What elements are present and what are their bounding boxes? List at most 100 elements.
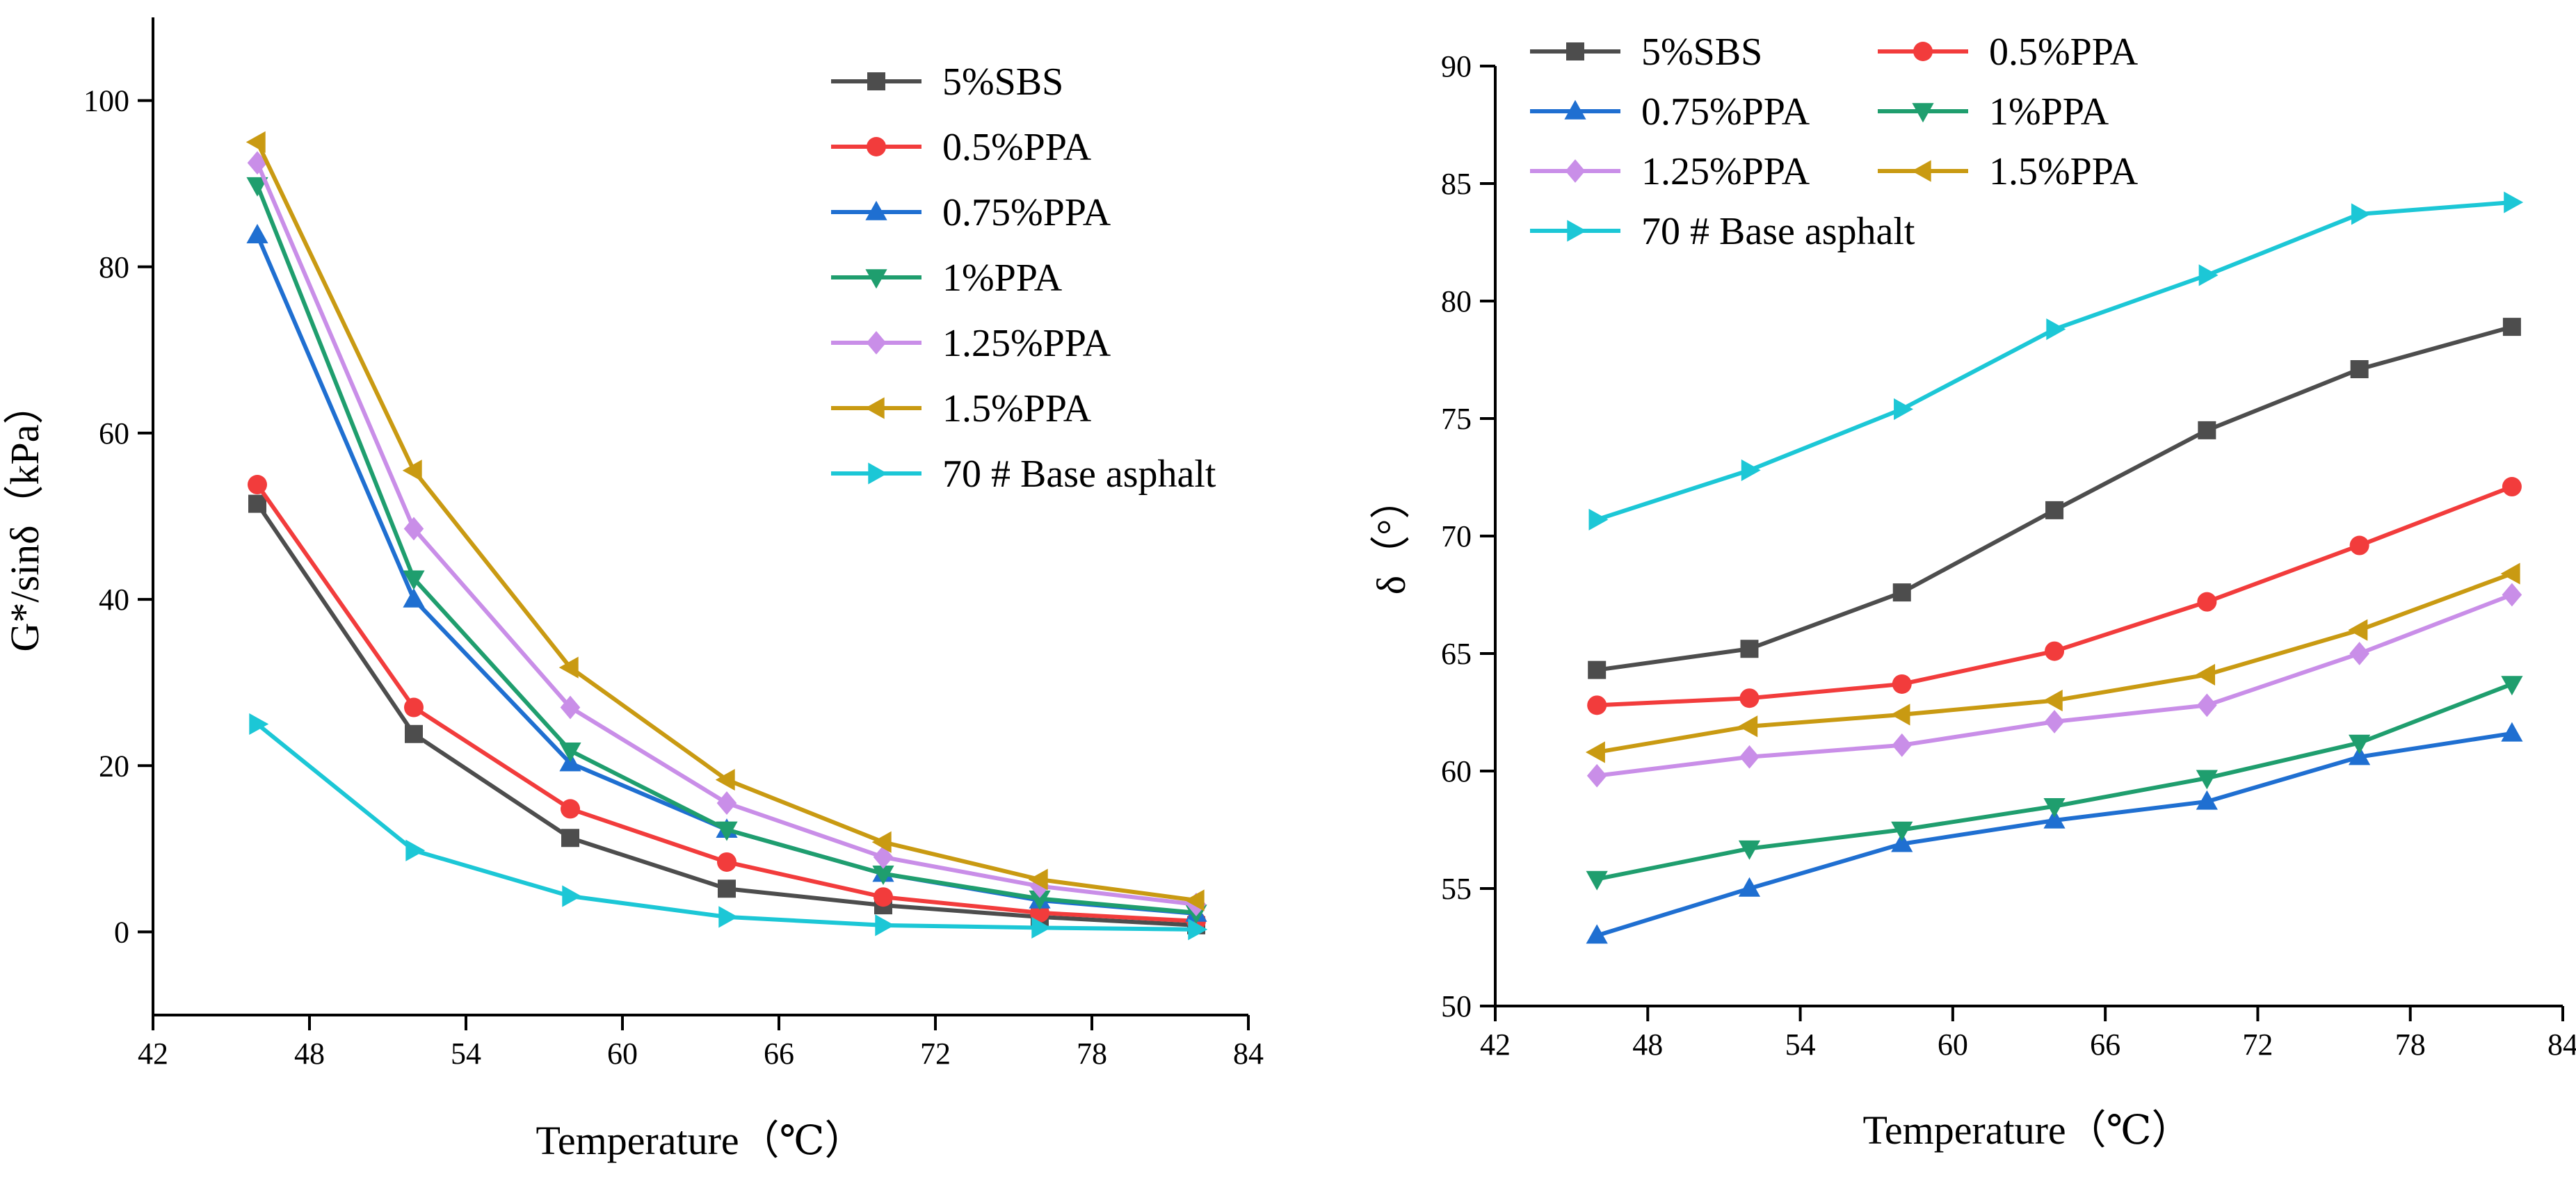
x-axis-title: Temperature（℃） bbox=[1862, 1108, 2191, 1153]
data-point bbox=[245, 131, 266, 153]
data-point bbox=[715, 768, 735, 791]
data-point bbox=[248, 494, 266, 513]
data-point bbox=[1586, 763, 1607, 788]
data-point bbox=[1739, 688, 1760, 708]
y-tick-label: 50 bbox=[1441, 989, 1472, 1023]
data-point bbox=[874, 887, 893, 907]
data-point bbox=[1587, 695, 1607, 715]
data-point bbox=[1738, 715, 1758, 738]
data-point bbox=[2197, 693, 2217, 717]
data-point bbox=[2196, 790, 2218, 810]
data-point bbox=[2045, 501, 2064, 519]
data-point bbox=[2196, 770, 2218, 790]
legend-marker bbox=[1911, 160, 1931, 182]
data-point bbox=[1184, 889, 1205, 911]
data-point bbox=[1588, 508, 1609, 530]
data-point bbox=[249, 713, 269, 736]
data-point bbox=[2350, 360, 2369, 379]
y-tick-label: 75 bbox=[1441, 402, 1472, 436]
series-1-5-ppa bbox=[245, 131, 1205, 911]
data-point bbox=[560, 695, 581, 720]
data-point bbox=[872, 866, 894, 885]
legend-item: 1.25%PPA bbox=[831, 322, 1111, 365]
x-axis-title: Temperature（℃） bbox=[536, 1118, 864, 1163]
series-line bbox=[255, 141, 1197, 902]
data-point bbox=[871, 831, 892, 853]
legend-marker bbox=[865, 269, 887, 289]
chart-g-star-sin-delta: 42 48 54 60 66 72 78 84 0 20 40 60 80 100 Temperature（… bbox=[2, 17, 1264, 1163]
y-tick-label: 65 bbox=[1441, 637, 1472, 671]
data-point bbox=[2044, 710, 2065, 733]
data-point bbox=[561, 799, 580, 819]
data-point bbox=[246, 224, 268, 244]
data-point bbox=[1028, 868, 1048, 891]
data-point bbox=[1892, 583, 1911, 602]
legend-label: 5%SBS bbox=[942, 60, 1063, 104]
x-tick-label: 84 bbox=[2547, 1028, 2576, 1062]
data-point bbox=[1891, 832, 1913, 852]
series-0-75-ppa bbox=[1586, 722, 2523, 944]
legend-label: 0.75%PPA bbox=[942, 191, 1111, 234]
x-tick-label: 60 bbox=[607, 1037, 638, 1071]
x-tick-label: 54 bbox=[1785, 1028, 1816, 1062]
legend-label: 1.5%PPA bbox=[1989, 150, 2139, 193]
data-point bbox=[1031, 916, 1052, 939]
series-1-ppa bbox=[1586, 676, 2523, 891]
data-point bbox=[2198, 264, 2219, 286]
legend-item: 1%PPA bbox=[1878, 90, 2109, 133]
data-point bbox=[246, 177, 268, 197]
x-tick-label: 66 bbox=[2090, 1028, 2120, 1062]
y-axis-title: δ（°） bbox=[1369, 479, 1414, 595]
y-tick-label: 80 bbox=[1441, 284, 1472, 318]
data-point bbox=[2502, 318, 2521, 336]
legend-item: 0.5%PPA bbox=[831, 126, 1092, 169]
legend-marker bbox=[1565, 159, 1586, 183]
data-point bbox=[402, 460, 422, 482]
legend-marker bbox=[1913, 42, 1933, 61]
legend-label: 1%PPA bbox=[1989, 90, 2109, 133]
data-point bbox=[2196, 663, 2216, 686]
x-tick-label: 72 bbox=[2242, 1028, 2273, 1062]
data-point bbox=[2043, 690, 2063, 712]
legend-label: 0.5%PPA bbox=[942, 126, 1092, 169]
legend-label: 5%SBS bbox=[1641, 31, 1762, 74]
legend-marker bbox=[867, 72, 885, 90]
y-axis-title: G*/sinδ（kPa） bbox=[2, 384, 47, 651]
legend: 5%SBS 0.5%PPA 0.75%PPA 1%PPA 1.25%PPA 1.5%PPA… bbox=[1530, 31, 2139, 253]
data-point bbox=[1588, 660, 1607, 679]
data-point bbox=[2504, 191, 2524, 213]
legend-label: 0.5%PPA bbox=[1989, 31, 2139, 74]
data-point bbox=[875, 914, 895, 936]
data-point bbox=[1029, 874, 1050, 898]
series-1-ppa bbox=[246, 177, 1207, 925]
legend: 5%SBS 0.5%PPA 0.75%PPA 1%PPA 1.25%PPA 1.5%PPA… bbox=[831, 60, 1216, 496]
data-point bbox=[718, 906, 739, 928]
x-tick-label: 42 bbox=[1480, 1028, 1511, 1062]
series-line bbox=[1596, 325, 2513, 672]
x-tick-label: 60 bbox=[1938, 1028, 1968, 1062]
legend-item: 70 # Base asphalt bbox=[831, 453, 1216, 496]
series-1-25-ppa bbox=[247, 151, 1207, 916]
data-point bbox=[2045, 641, 2065, 661]
series-1-5-ppa bbox=[1585, 562, 2520, 763]
series-5-sbs bbox=[1588, 318, 2521, 679]
legend-marker bbox=[865, 200, 887, 220]
y-tick-label: 90 bbox=[1441, 49, 1472, 83]
data-point bbox=[716, 821, 738, 841]
legend-item: 1%PPA bbox=[831, 257, 1063, 300]
legend-label: 70 # Base asphalt bbox=[942, 453, 1216, 496]
legend-label: 1%PPA bbox=[942, 257, 1063, 300]
y-tick-label: 70 bbox=[1441, 519, 1472, 553]
data-point bbox=[1890, 704, 1910, 726]
data-point bbox=[1585, 741, 1605, 763]
legend-marker bbox=[868, 462, 888, 485]
data-point bbox=[2500, 562, 2520, 585]
data-point bbox=[1891, 821, 1913, 841]
data-point bbox=[2198, 421, 2216, 439]
legend-item: 0.5%PPA bbox=[1878, 31, 2139, 74]
data-point bbox=[1188, 918, 1208, 941]
legend-item: 70 # Base asphalt bbox=[1530, 210, 1915, 253]
legend-marker bbox=[1567, 220, 1587, 242]
data-point bbox=[562, 885, 582, 907]
data-point bbox=[558, 656, 579, 679]
